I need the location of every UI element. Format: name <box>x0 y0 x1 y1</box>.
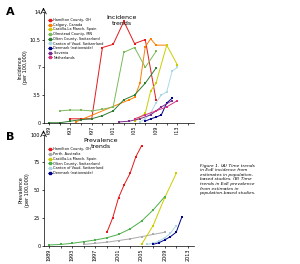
Text: Figure 1. (A) Time trends
in EoE incidence from
estimates in population-
based s: Figure 1. (A) Time trends in EoE inciden… <box>200 164 256 195</box>
Y-axis label: Prevalence
(per 100,000): Prevalence (per 100,000) <box>19 173 29 207</box>
Legend: Hamilton County, OH, Calgary, Canada, Castilla-La Manch, Spain, Olmstead County,: Hamilton County, OH, Calgary, Canada, Ca… <box>48 18 104 60</box>
Text: A: A <box>6 7 15 17</box>
Legend: Hamilton County, OH, Perth, Australia, Castilla-La Manch, Spain, Olten County, S: Hamilton County, OH, Perth, Australia, C… <box>48 148 104 175</box>
Y-axis label: Incidence
(per 100,000): Incidence (per 100,000) <box>17 50 28 84</box>
Text: Prevalence
trends: Prevalence trends <box>83 138 118 149</box>
Text: B: B <box>6 132 14 142</box>
Text: Incidence
trends: Incidence trends <box>106 15 137 26</box>
